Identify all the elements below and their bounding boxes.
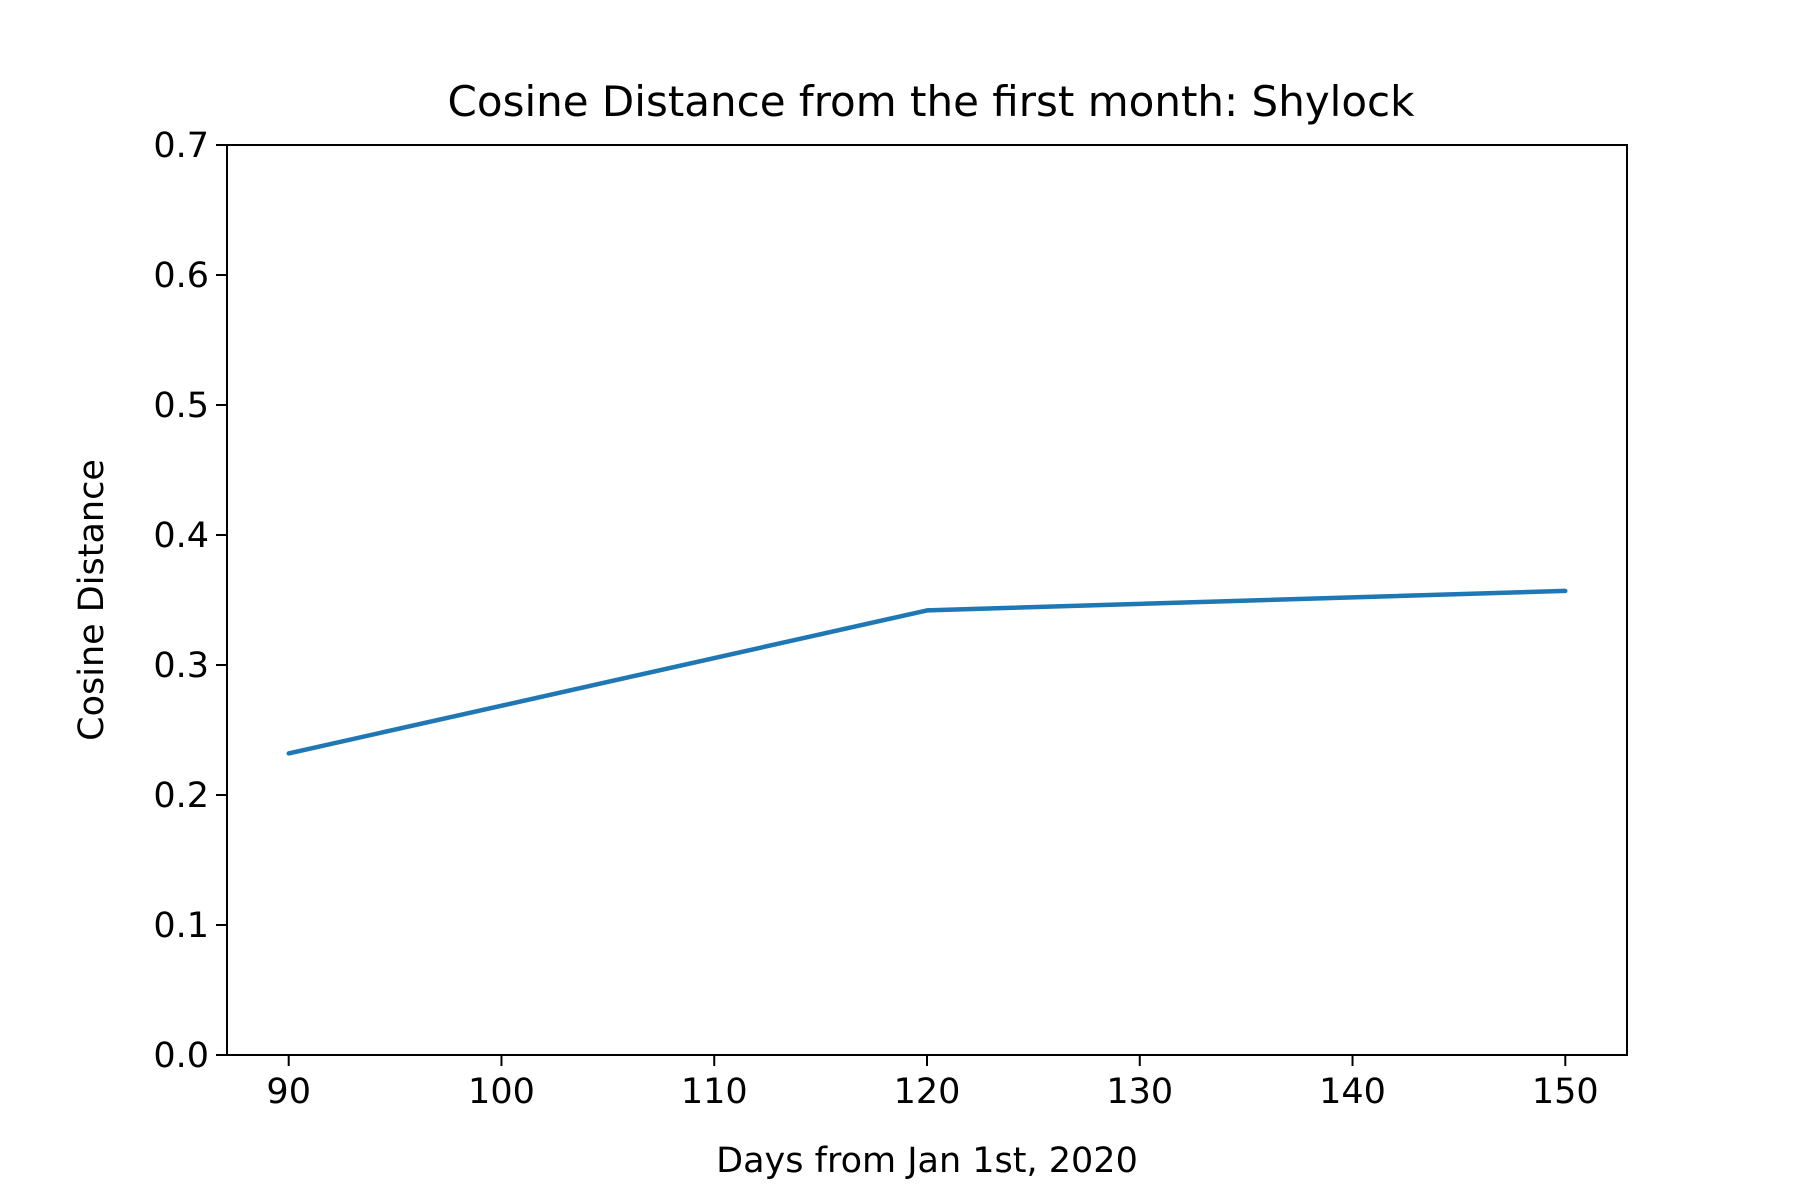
y-tick-label: 0.2 [153, 776, 209, 816]
x-axis: 90 100 110 120 130 140 150 [266, 1055, 1599, 1112]
x-axis-title: Days from Jan 1st, 2020 [716, 1141, 1138, 1181]
data-point [924, 608, 930, 613]
data-point [1563, 588, 1568, 594]
x-tick-label: 140 [1319, 1072, 1386, 1112]
x-tick-label: 150 [1532, 1072, 1599, 1112]
data-point [286, 751, 291, 756]
x-tick-label: 120 [894, 1072, 961, 1112]
y-tick-label: 0.6 [153, 256, 209, 296]
x-tick-label: 100 [468, 1072, 535, 1112]
y-tick-label: 0.4 [153, 516, 209, 556]
x-tick-label: 110 [681, 1072, 748, 1112]
y-axis-title: Cosine Distance [72, 459, 112, 741]
y-axis: 0.0 0.1 0.2 0.3 0.4 0.5 0.6 0.7 [153, 126, 227, 1076]
y-tick-label: 0.3 [153, 646, 209, 686]
x-tick-label: 130 [1106, 1072, 1173, 1112]
y-tick-label: 0.5 [153, 386, 209, 426]
series-layer [286, 588, 1568, 756]
x-tick-label: 90 [266, 1072, 311, 1112]
plot-frame [226, 144, 1628, 1056]
chart-title: Cosine Distance from the first month: Sh… [448, 77, 1416, 126]
y-tick-label: 0.0 [153, 1036, 209, 1076]
y-tick-label: 0.7 [153, 126, 209, 166]
y-tick-label: 0.1 [153, 906, 209, 946]
series-line [288, 588, 1566, 756]
